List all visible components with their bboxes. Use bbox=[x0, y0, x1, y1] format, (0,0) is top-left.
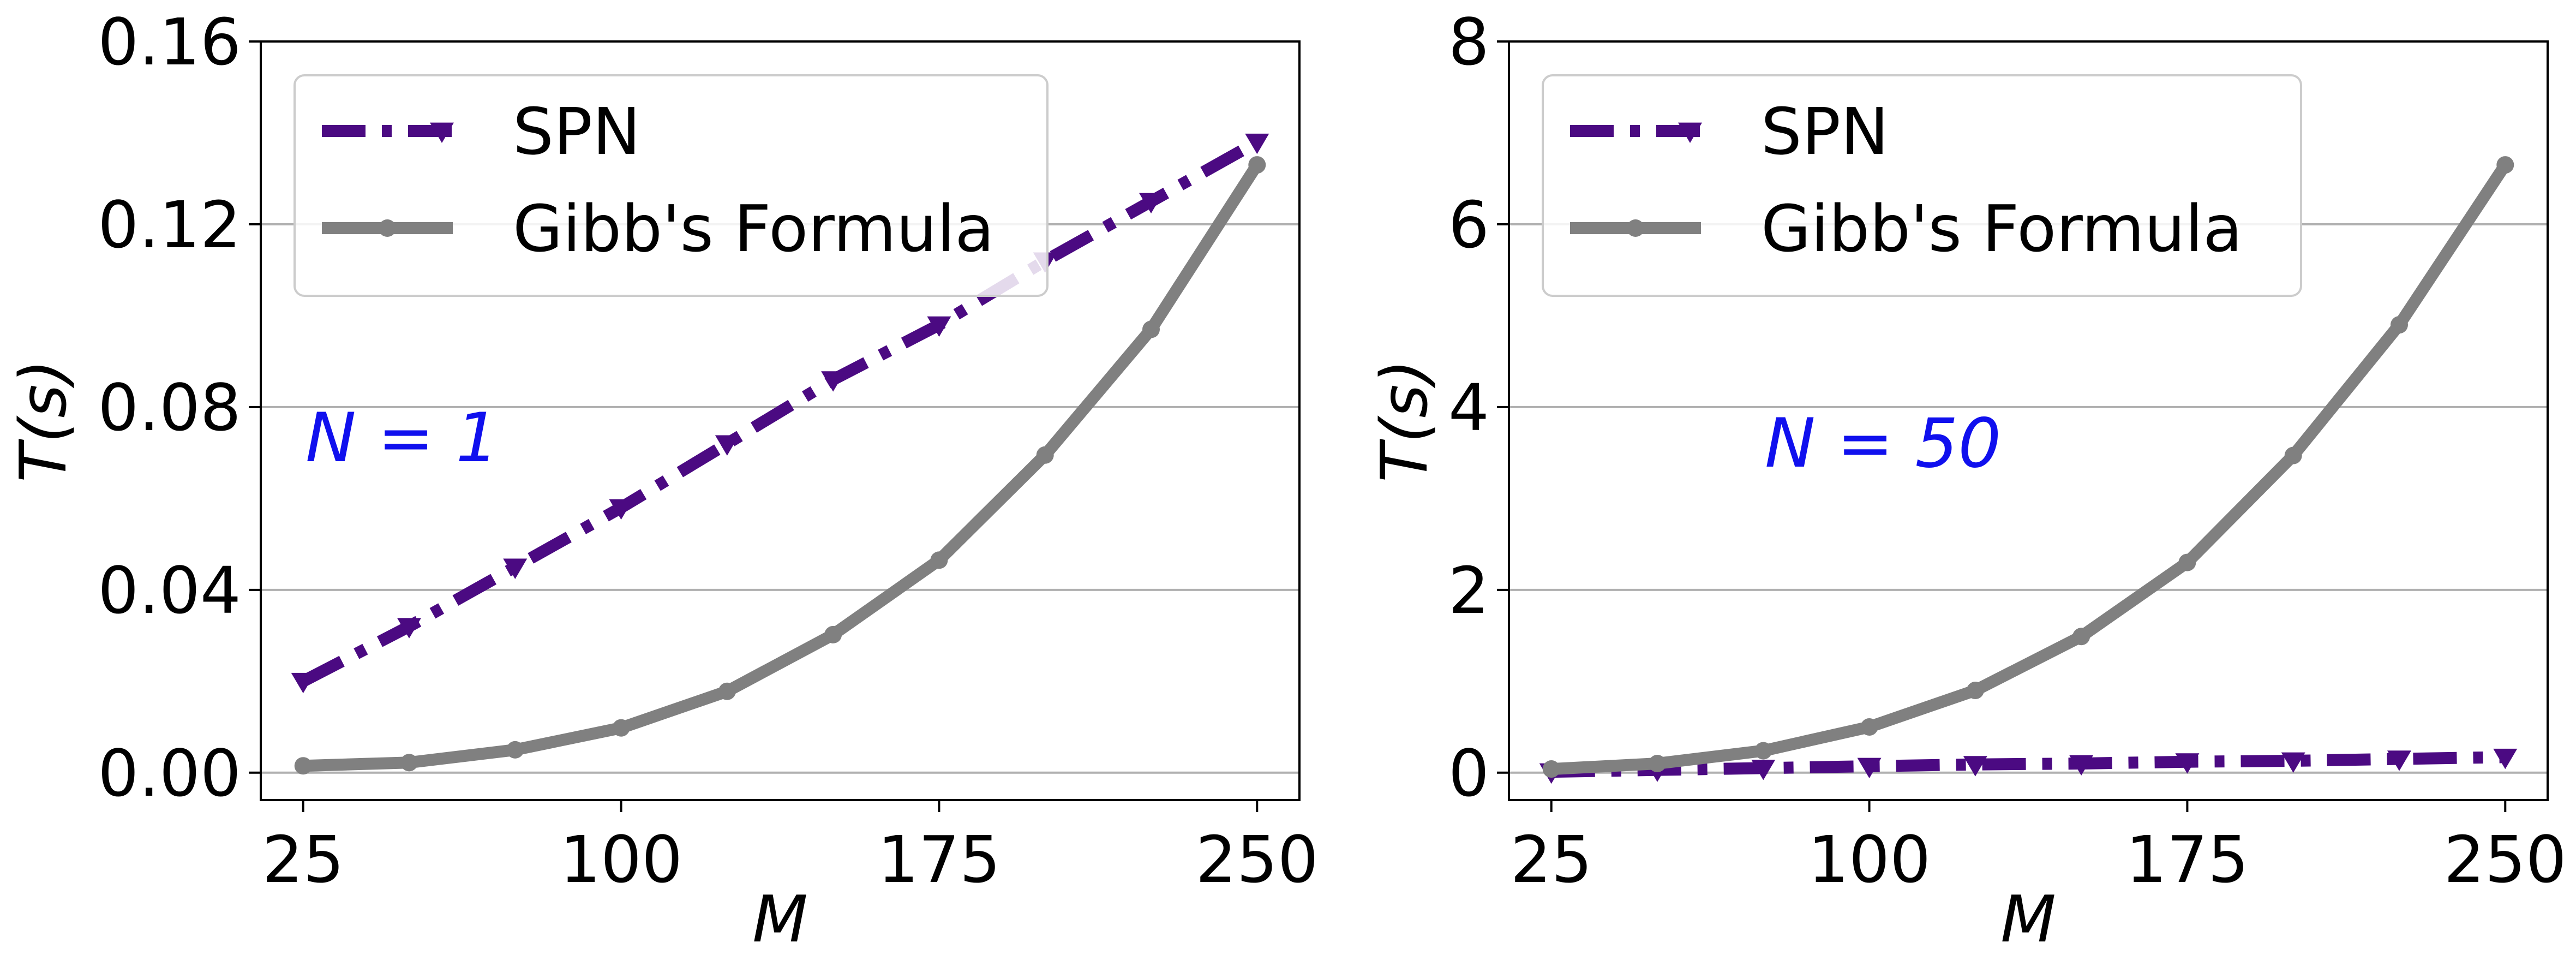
legend-box bbox=[1542, 74, 2302, 297]
legend-marker-1 bbox=[379, 219, 396, 237]
point-spn-175 bbox=[927, 316, 951, 337]
point-spn-100 bbox=[609, 499, 633, 520]
point-gibbs-225 bbox=[1142, 320, 1160, 338]
ytick-label-2: 4 bbox=[1448, 370, 1489, 445]
legend-2: SPN Gibb's Formula bbox=[1542, 74, 2302, 297]
ytick-label-3: 6 bbox=[1448, 187, 1489, 263]
point-spn-150 bbox=[2069, 755, 2094, 776]
xtick-label-2: 175 bbox=[878, 822, 1001, 897]
ytick-label-0: 0.00 bbox=[98, 736, 241, 811]
y-axis-label: T(s) bbox=[1367, 359, 1442, 482]
point-gibbs-175 bbox=[2178, 553, 2196, 571]
annotation-n: N = 1 bbox=[305, 399, 499, 478]
annotation-n: N = 50 bbox=[1765, 404, 2001, 483]
ytick-label-2: 0.08 bbox=[98, 370, 241, 445]
point-gibbs-175 bbox=[930, 551, 948, 569]
point-spn-75 bbox=[503, 558, 528, 579]
point-spn-225 bbox=[2387, 750, 2411, 771]
point-spn-225 bbox=[1139, 193, 1163, 214]
point-gibbs-150 bbox=[824, 625, 842, 643]
xtick-label-3: 250 bbox=[1196, 822, 1319, 897]
ytick-label-3: 0.12 bbox=[98, 187, 241, 263]
chart-panel-2: 0 2 4 6 8 25 100 175 250 M T(s) N = 50 SPN Gibb's For… bbox=[1367, 4, 2567, 957]
series-line-gibbs bbox=[297, 159, 1263, 772]
legend-label-1: Gibb's Formula bbox=[1761, 191, 2243, 266]
point-spn-200 bbox=[2281, 752, 2305, 773]
ytick-label-4: 8 bbox=[1448, 4, 1489, 80]
point-spn-75 bbox=[1751, 759, 1776, 780]
point-gibbs-100 bbox=[612, 719, 630, 737]
point-spn-125 bbox=[1963, 756, 1987, 777]
point-gibbs-225 bbox=[2391, 316, 2408, 334]
point-spn-250 bbox=[1245, 133, 1269, 154]
legend-box bbox=[293, 74, 1049, 297]
point-gibbs-25 bbox=[294, 757, 312, 775]
legend-1: SPN Gibb's Formula bbox=[293, 74, 1049, 297]
y-axis-label: T(s) bbox=[5, 359, 81, 482]
point-gibbs-75 bbox=[506, 741, 524, 759]
ytick-label-1: 2 bbox=[1448, 553, 1489, 628]
xtick-label-1: 100 bbox=[1808, 822, 1931, 897]
point-spn-100 bbox=[1857, 758, 1882, 779]
xtick-label-3: 250 bbox=[2444, 822, 2567, 897]
x-axis-label: M bbox=[752, 881, 808, 957]
point-spn-150 bbox=[821, 371, 846, 392]
ytick-label-0: 0 bbox=[1448, 736, 1489, 811]
point-spn-50 bbox=[397, 618, 421, 639]
legend-label-0: SPN bbox=[513, 94, 640, 169]
point-gibbs-125 bbox=[718, 682, 736, 700]
x-axis-label: M bbox=[2000, 881, 2056, 957]
xtick-label-2: 175 bbox=[2126, 822, 2249, 897]
point-gibbs-100 bbox=[1860, 718, 1878, 736]
legend-marker-0 bbox=[430, 122, 454, 143]
point-gibbs-75 bbox=[1754, 742, 1772, 760]
point-spn-175 bbox=[2175, 753, 2200, 774]
axes-frame-1 bbox=[260, 40, 1301, 801]
point-gibbs-50 bbox=[1649, 755, 1666, 773]
series-line-spn bbox=[1551, 751, 2506, 778]
point-gibbs-200 bbox=[1036, 446, 1054, 464]
point-spn-25 bbox=[291, 672, 315, 694]
xtick-label-1: 100 bbox=[560, 822, 682, 897]
xtick-label-0: 25 bbox=[1511, 822, 1592, 897]
legend-marker-0 bbox=[1678, 122, 1702, 143]
point-spn-125 bbox=[715, 435, 739, 456]
point-gibbs-150 bbox=[2072, 628, 2090, 646]
xtick-label-0: 25 bbox=[262, 822, 344, 897]
ytick-label-4: 0.16 bbox=[98, 4, 241, 80]
point-gibbs-250 bbox=[1248, 156, 1266, 174]
series-line-gibbs bbox=[1545, 159, 2512, 776]
point-gibbs-250 bbox=[2496, 156, 2514, 174]
ytick-label-1: 0.04 bbox=[98, 553, 241, 628]
point-spn-250 bbox=[2493, 748, 2518, 770]
point-gibbs-50 bbox=[400, 754, 418, 772]
point-gibbs-125 bbox=[1966, 682, 1984, 700]
point-gibbs-200 bbox=[2284, 446, 2302, 464]
legend-marker-1 bbox=[1627, 219, 1644, 237]
legend-label-0: SPN bbox=[1761, 94, 1889, 169]
series-line-spn bbox=[300, 136, 1260, 687]
axes-frame-2 bbox=[1508, 40, 2549, 801]
legend-label-1: Gibb's Formula bbox=[513, 191, 995, 266]
point-gibbs-25 bbox=[1542, 760, 1560, 778]
chart-panel-1: 0.00 0.04 0.08 0.12 0.16 25 100 175 250 M T(s) N = … bbox=[5, 4, 1319, 957]
